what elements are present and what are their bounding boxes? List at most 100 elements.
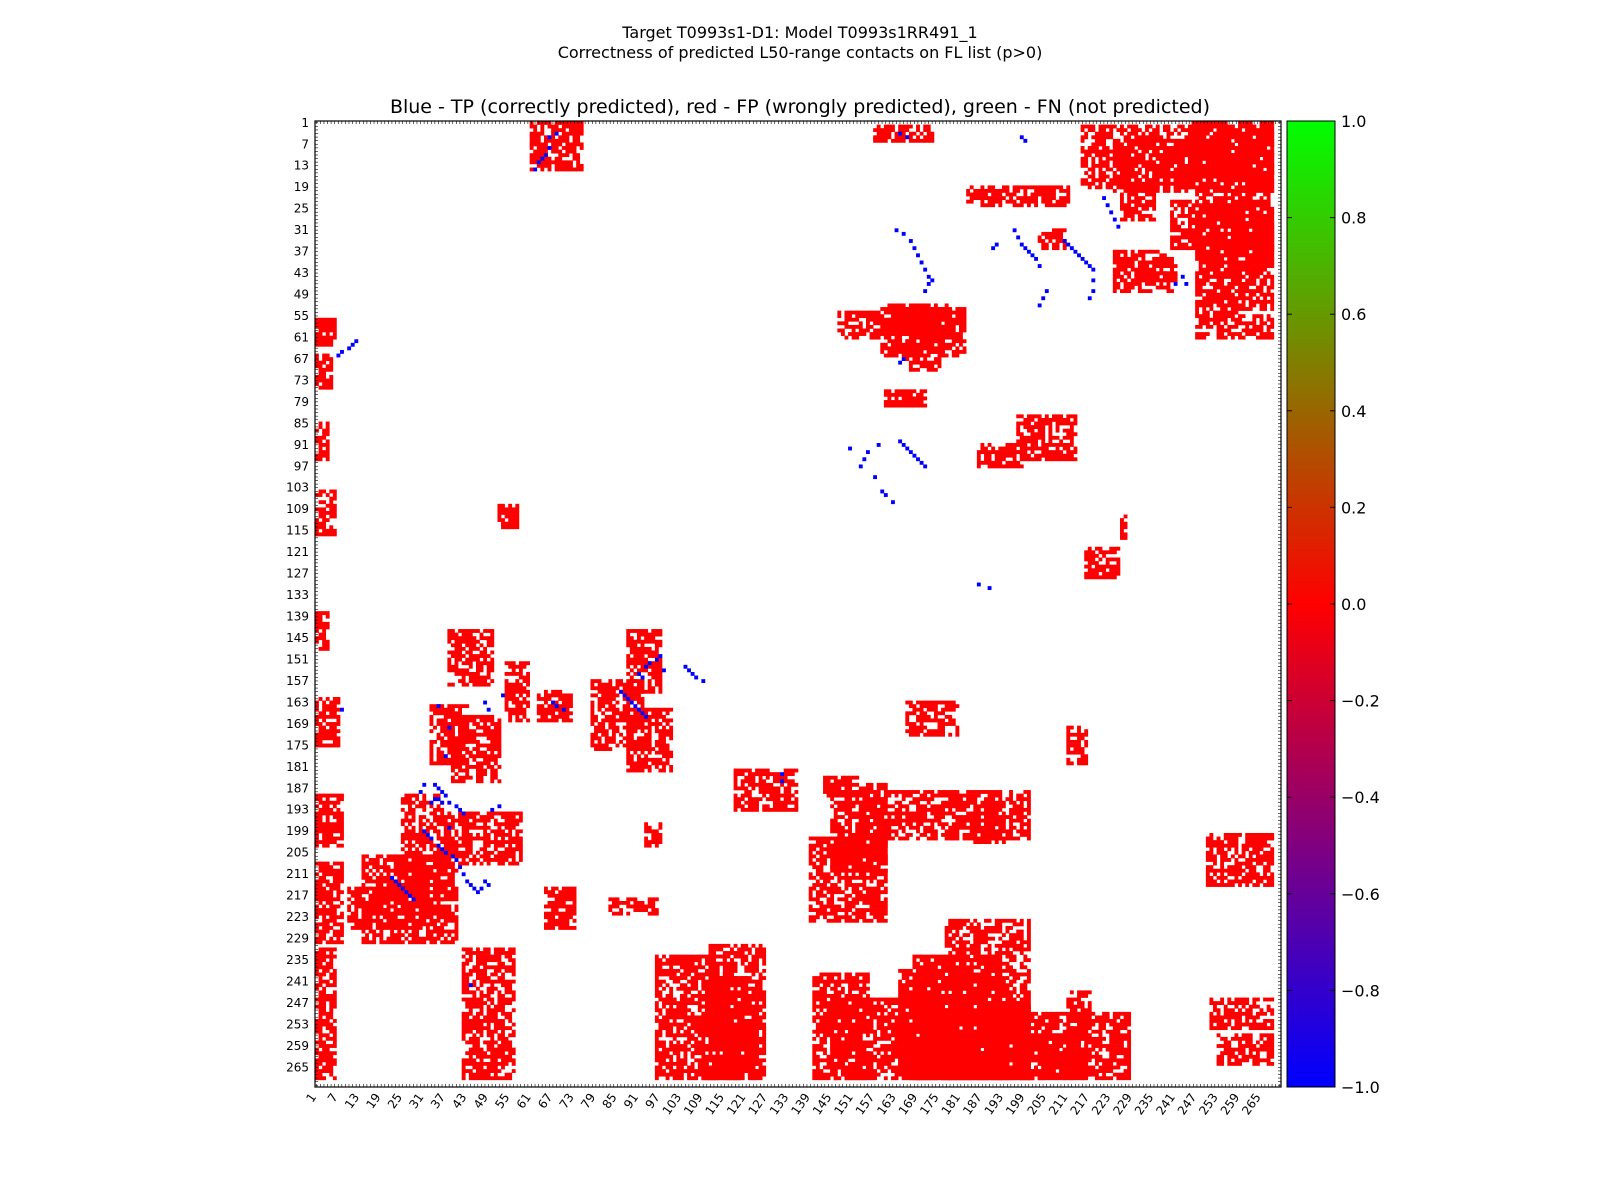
fp-cell [905, 714, 910, 719]
fp-cell [1170, 181, 1192, 186]
fp-cell [1195, 235, 1210, 240]
fp-cell [1094, 138, 1106, 143]
fp-cell [898, 993, 917, 998]
tp-cell [876, 443, 881, 447]
fp-cell [1127, 1040, 1132, 1045]
fp-cell [1077, 1022, 1085, 1027]
fp-cell [1209, 149, 1225, 154]
fp-cell [454, 904, 459, 909]
fp-cell [458, 629, 480, 633]
fp-cell [1055, 1076, 1067, 1081]
fp-cell [883, 790, 920, 794]
fp-cell [926, 349, 942, 354]
fp-cell [948, 1076, 971, 1081]
fp-cell [883, 1076, 888, 1081]
fp-cell [873, 321, 881, 326]
fp-cell [873, 135, 892, 140]
fp-cell [368, 922, 373, 927]
fp-cell [848, 1019, 852, 1023]
fp-cell [1012, 1054, 1017, 1059]
fp-cell [1102, 1011, 1110, 1016]
fp-cell [676, 1058, 688, 1063]
fp-cell [837, 314, 842, 319]
fp-cell [350, 893, 362, 898]
fp-cell [1259, 1008, 1264, 1013]
fp-cell [379, 904, 384, 909]
fp-cell [683, 1029, 691, 1034]
fp-cell [647, 729, 652, 734]
fp-cell [626, 661, 663, 666]
fp-cell [837, 875, 878, 880]
fp-cell [472, 757, 477, 762]
fp-cell [1048, 428, 1053, 433]
fp-cell [1094, 131, 1114, 136]
fp-cell [418, 818, 423, 823]
fp-cell [1248, 160, 1275, 165]
fp-cell [558, 153, 570, 158]
fp-cell [1162, 260, 1171, 265]
fp-cell [1227, 221, 1232, 226]
fp-cell [862, 900, 888, 905]
fp-cell [944, 829, 960, 834]
fp-cell [422, 865, 445, 870]
fp-cell [665, 757, 670, 762]
fp-cell [926, 707, 938, 712]
fp-cell [1245, 1040, 1253, 1045]
fp-cell [640, 689, 656, 694]
fp-cell [461, 743, 466, 748]
fp-cell [1055, 425, 1060, 429]
fp-cell [1223, 836, 1239, 841]
fp-cell [1213, 310, 1239, 315]
fp-cell [1195, 307, 1200, 311]
fp-cell [1005, 1054, 1013, 1059]
fp-cell [1127, 124, 1139, 129]
fp-cell [984, 822, 1003, 827]
fp-cell [1252, 256, 1275, 261]
tp-cell [912, 246, 917, 251]
fp-cell [923, 124, 931, 129]
fp-cell [461, 1026, 491, 1031]
fp-cell [1216, 328, 1232, 333]
fp-cell [633, 750, 638, 755]
fp-cell [1102, 146, 1110, 150]
fp-cell [1223, 1040, 1232, 1045]
fp-cell [944, 1051, 953, 1056]
fp-cell [865, 1072, 881, 1077]
fp-cell [755, 1008, 763, 1013]
fp-cell [1066, 997, 1081, 1002]
fp-cell [1195, 299, 1225, 304]
fp-cell [991, 446, 996, 451]
fp-cell [454, 639, 480, 644]
fp-cell [941, 832, 960, 837]
fp-cell [1048, 239, 1053, 243]
fp-cell [976, 460, 1003, 465]
tp-cell [458, 865, 462, 870]
fp-cell [658, 825, 663, 830]
fp-cell [933, 714, 938, 719]
fp-cell [1238, 142, 1246, 147]
fp-cell [837, 1029, 845, 1034]
fp-cell [1059, 188, 1071, 193]
fp-cell [912, 1015, 924, 1020]
fp-cell [916, 332, 920, 336]
fp-cell [508, 836, 523, 841]
fp-cell [948, 317, 967, 322]
fp-cell [1098, 160, 1110, 165]
fp-cell [1019, 825, 1024, 830]
fp-cell [973, 990, 985, 995]
fp-cell [601, 718, 627, 723]
fp-cell [998, 1051, 1003, 1056]
fp-cell [1266, 124, 1271, 129]
fp-cell [898, 825, 906, 830]
fp-cell [690, 1011, 695, 1016]
fp-cell [712, 1001, 734, 1006]
fp-cell [930, 793, 981, 798]
fp-cell [654, 729, 674, 734]
fp-cell [865, 321, 870, 326]
fp-cell [1209, 274, 1217, 279]
fp-cell [540, 714, 548, 719]
fp-cell [361, 883, 366, 887]
tp-cell [891, 500, 895, 505]
fp-cell [400, 854, 434, 859]
fp-cell [629, 650, 659, 655]
